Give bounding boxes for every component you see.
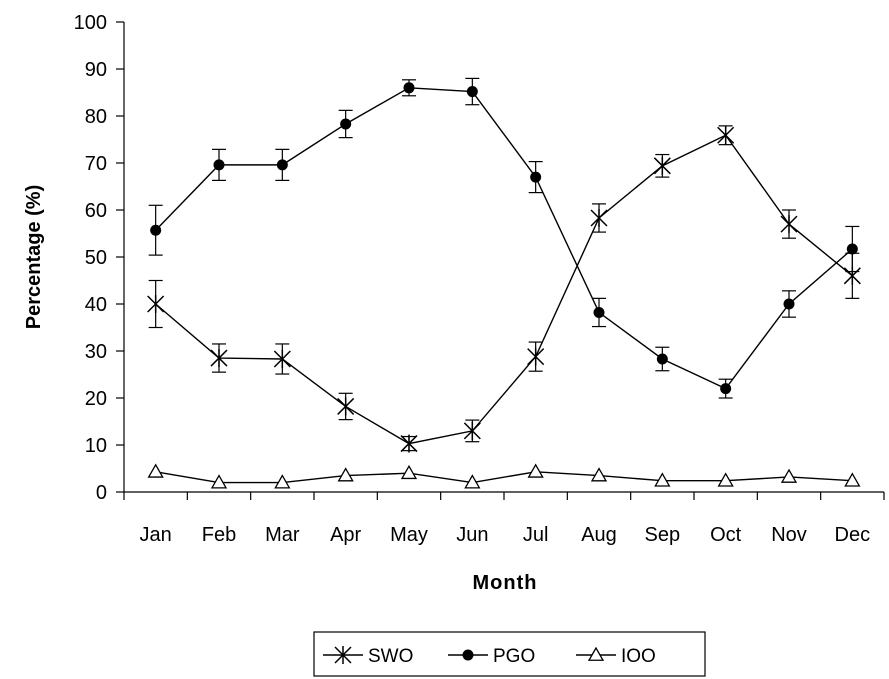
triangle-marker <box>587 646 605 661</box>
y-tick-label: 10 <box>85 435 107 457</box>
x-axis-title: Month <box>473 572 538 594</box>
series-layer <box>147 77 861 489</box>
y-tick-label: 50 <box>85 247 107 269</box>
star-marker <box>780 215 798 234</box>
star-marker <box>273 349 291 368</box>
circle-marker <box>403 82 415 94</box>
circle-marker <box>150 224 162 236</box>
x-tick-label: Jan <box>140 524 172 546</box>
x-tick-label: Sep <box>645 524 681 546</box>
series-ioo <box>147 463 861 489</box>
circle-marker <box>340 118 352 130</box>
series-line-pgo <box>155 87 853 390</box>
x-tick-label: Nov <box>771 524 807 546</box>
circle-marker <box>783 298 795 310</box>
legend: SWO PGO IOO <box>313 631 706 677</box>
x-tick-label: May <box>390 524 428 546</box>
circle-marker <box>213 159 225 171</box>
y-tick-label: 90 <box>85 59 107 81</box>
star-marker <box>527 347 545 366</box>
triangle-marker <box>400 464 418 480</box>
x-tick-label: Dec <box>835 524 871 546</box>
circle-marker <box>593 306 605 318</box>
star-marker <box>337 397 355 416</box>
legend-label-ioo: IOO <box>621 646 656 667</box>
y-tick-label: 70 <box>85 153 107 175</box>
series-line-ioo <box>155 471 853 484</box>
x-tick-label: Oct <box>710 524 742 546</box>
x-tick-label: Aug <box>581 524 617 546</box>
triangle-marker <box>274 474 291 489</box>
legend-item-ioo: IOO <box>576 646 656 667</box>
circle-marker <box>530 171 542 183</box>
y-tick-label: 40 <box>85 294 107 316</box>
circle-marker <box>466 86 478 98</box>
x-tick-label: Jul <box>523 524 549 546</box>
y-tick-label: 30 <box>85 341 107 363</box>
x-tick-label: Mar <box>265 524 300 546</box>
triangle-marker <box>780 468 798 483</box>
y-tick-label: 100 <box>74 12 107 34</box>
star-marker <box>590 208 608 227</box>
series-line-swo <box>155 134 853 445</box>
y-tick-label: 60 <box>85 200 107 222</box>
circle-marker <box>720 383 732 395</box>
star-marker <box>334 646 352 664</box>
triangle-marker <box>337 467 354 482</box>
star-marker <box>463 421 481 440</box>
star-marker <box>653 156 671 175</box>
star-marker <box>147 295 165 313</box>
triangle-marker <box>717 472 734 487</box>
y-ticks: 0 10 20 30 40 50 60 70 80 90 100 <box>74 12 124 504</box>
x-tick-label: Jun <box>456 524 488 546</box>
triangle-marker <box>844 472 861 487</box>
x-tick-label: Feb <box>202 524 236 546</box>
triangle-marker <box>654 472 671 487</box>
circle-marker <box>846 243 858 255</box>
y-tick-label: 20 <box>85 388 107 410</box>
legend-item-swo: SWO <box>323 646 413 667</box>
circle-marker <box>462 649 474 661</box>
x-ticks: Jan Feb Mar Apr May Jun Jul Aug Sep Oct Nov Dec <box>123 492 885 546</box>
triangle-marker <box>464 474 481 489</box>
series-pgo <box>148 77 860 399</box>
x-tick-label: Apr <box>330 524 361 546</box>
y-tick-label: 80 <box>85 106 107 128</box>
star-marker <box>400 434 418 453</box>
star-marker <box>717 126 735 145</box>
star-marker <box>210 349 228 368</box>
legend-item-pgo: PGO <box>448 646 535 667</box>
series-swo <box>147 125 861 453</box>
circle-marker <box>656 353 668 365</box>
triangle-marker <box>147 463 164 478</box>
y-tick-label: 0 <box>96 482 107 504</box>
y-axis-title: Percentage (%) <box>23 185 45 330</box>
triangle-marker <box>527 463 544 478</box>
legend-label-swo: SWO <box>368 646 413 667</box>
triangle-marker <box>590 467 608 482</box>
circle-marker <box>276 159 288 171</box>
legend-box <box>313 631 706 677</box>
legend-items: SWO PGO IOO <box>323 646 656 667</box>
legend-label-pgo: PGO <box>493 646 535 667</box>
triangle-marker <box>210 474 228 489</box>
